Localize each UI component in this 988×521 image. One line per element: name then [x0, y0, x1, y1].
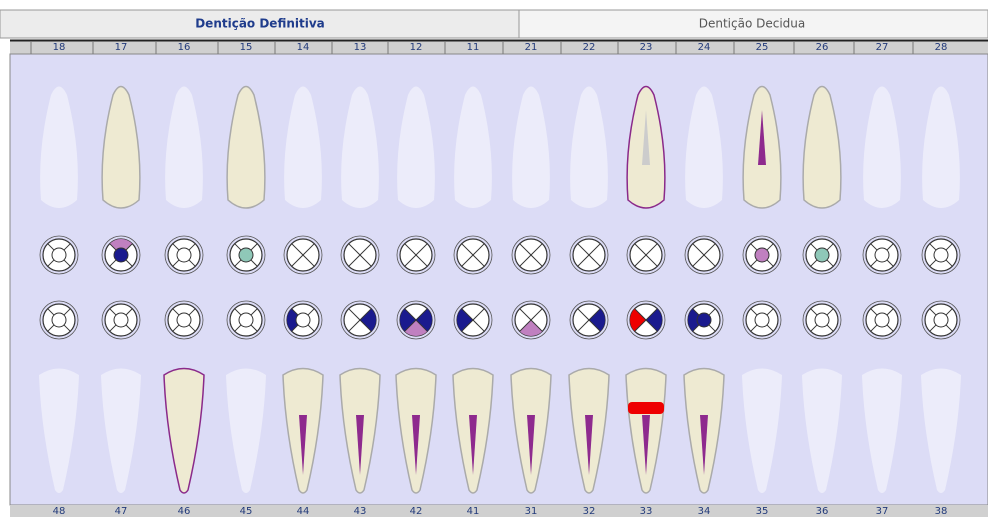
- tooth-number: 17: [115, 42, 128, 53]
- tab-label[interactable]: Dentição Definitiva: [195, 17, 325, 31]
- tooth-number: 47: [115, 506, 128, 517]
- tooth-number: 23: [640, 42, 653, 53]
- dental-chart: Dentição Definitiva Dentição Decidua 18 1…: [0, 0, 988, 517]
- surface-inner: [875, 313, 889, 327]
- surface-inner: [177, 248, 191, 262]
- surface-inner: [934, 313, 948, 327]
- tooth-number: 42: [410, 506, 423, 517]
- tooth-number: 32: [583, 506, 596, 517]
- tab-label[interactable]: Dentição Decidua: [699, 17, 806, 31]
- tooth-number: 22: [583, 42, 596, 53]
- lower-number-bar: [10, 505, 988, 517]
- tooth-number: 28: [935, 42, 948, 53]
- tooth-number: 13: [354, 42, 367, 53]
- tooth-number: 37: [876, 506, 889, 517]
- tooth-number: 44: [297, 506, 310, 517]
- surface-inner: [815, 248, 829, 262]
- surface-inner: [296, 313, 310, 327]
- surface-inner: [239, 313, 253, 327]
- tooth-number: 36: [816, 506, 829, 517]
- surface-inner: [114, 313, 128, 327]
- tooth-number: 34: [698, 506, 711, 517]
- tooth-number: 46: [178, 506, 191, 517]
- surface-inner: [114, 248, 128, 262]
- surface-inner: [239, 248, 253, 262]
- restoration: [628, 402, 664, 414]
- tooth-number: 31: [525, 506, 538, 517]
- surface-inner: [755, 313, 769, 327]
- tooth-number: 27: [876, 42, 889, 53]
- surface-inner: [875, 248, 889, 262]
- surface-inner: [52, 248, 66, 262]
- tooth-number: 14: [297, 42, 310, 53]
- tooth-number: 24: [698, 42, 711, 53]
- tooth-number: 16: [178, 42, 191, 53]
- tooth-number: 18: [53, 42, 66, 53]
- tooth-number: 38: [935, 506, 948, 517]
- tooth-number: 48: [53, 506, 66, 517]
- tooth-number: 11: [467, 42, 480, 53]
- chart-area: [10, 54, 988, 505]
- tooth-number: 35: [756, 506, 769, 517]
- tooth-number: 45: [240, 506, 253, 517]
- surface-inner: [177, 313, 191, 327]
- surface-inner: [934, 248, 948, 262]
- surface-inner: [52, 313, 66, 327]
- tooth-number: 26: [816, 42, 829, 53]
- tooth-number: 25: [756, 42, 769, 53]
- surface-inner: [815, 313, 829, 327]
- upper-number-bar: [10, 40, 988, 54]
- surface-inner: [697, 313, 711, 327]
- tooth-number: 41: [467, 506, 480, 517]
- tooth-number: 15: [240, 42, 253, 53]
- tooth-number: 12: [410, 42, 423, 53]
- tooth-number: 43: [354, 506, 367, 517]
- tooth-number: 21: [525, 42, 538, 53]
- tooth-number: 33: [640, 506, 653, 517]
- surface-inner: [755, 248, 769, 262]
